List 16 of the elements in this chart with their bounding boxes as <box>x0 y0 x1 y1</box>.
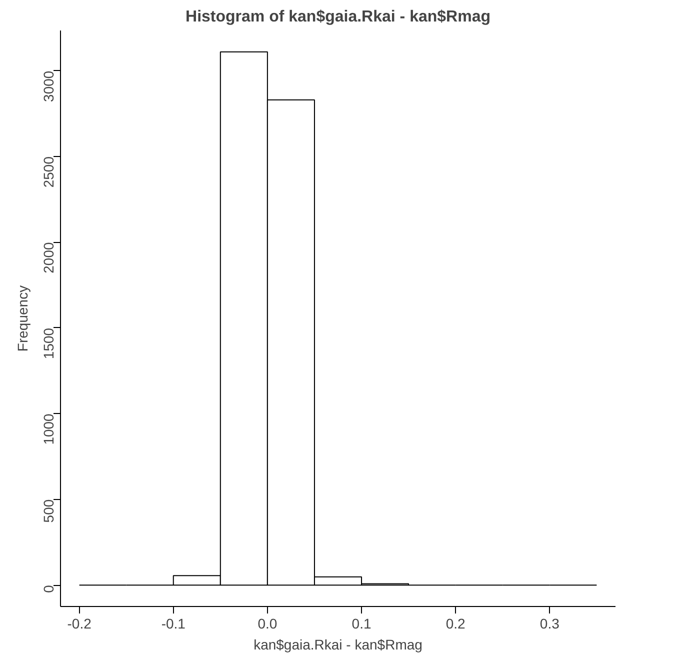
x-tick-label: 0.2 <box>446 616 466 632</box>
x-tick-label: -0.2 <box>67 616 92 632</box>
x-tick-label: 0.0 <box>258 616 278 632</box>
y-tick-label: 0 <box>40 584 56 593</box>
chart-title: Histogram of kan$gaia.Rkai - kan$Rmag <box>186 8 490 26</box>
y-tick-label: 1500 <box>40 328 56 360</box>
y-tick-label: 500 <box>40 499 56 523</box>
y-tick-label: 2000 <box>40 242 56 274</box>
y-tick-label: 1000 <box>40 413 56 445</box>
y-axis-title: Frequency <box>14 285 30 352</box>
x-tick-label: 0.1 <box>352 616 372 632</box>
y-tick-label: 2500 <box>40 156 56 188</box>
x-tick-label: -0.1 <box>161 616 186 632</box>
x-axis-title: kan$gaia.Rkai - kan$Rmag <box>254 636 422 652</box>
y-tick-label: 3000 <box>40 70 56 102</box>
x-tick-label: 0.3 <box>540 616 560 632</box>
